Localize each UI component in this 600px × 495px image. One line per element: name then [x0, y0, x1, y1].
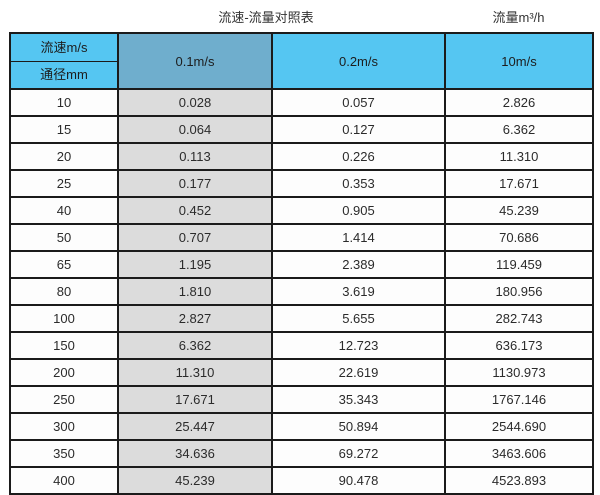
table-header: 流速m/s 通径mm 0.1m/s 0.2m/s 10m/s	[9, 32, 594, 90]
titlebar: 流速-流量对照表 流量m³/h	[0, 0, 600, 32]
speed-header-10: 10m/s	[444, 32, 594, 90]
flow-value-cell: 0.905	[271, 196, 446, 225]
flow-value-cell: 0.177	[117, 169, 273, 198]
flow-value-cell: 11.310	[117, 358, 273, 387]
flow-value-cell: 34.636	[117, 439, 273, 468]
table-row: 200 11.310 22.619 1130.973	[9, 358, 594, 387]
corner-diameter-label: 通径mm	[40, 66, 88, 82]
flow-value-cell: 3.619	[271, 277, 446, 306]
flow-value-cell: 2.389	[271, 250, 446, 279]
flow-unit-label: 流量m³/h	[492, 10, 545, 25]
flow-value-cell: 50.894	[271, 412, 446, 441]
diameter-cell: 50	[9, 223, 119, 252]
flow-value-cell: 17.671	[444, 169, 594, 198]
table-row: 10 0.028 0.057 2.826	[9, 88, 594, 117]
flow-value-cell: 0.226	[271, 142, 446, 171]
flow-value-cell: 2.827	[117, 304, 273, 333]
flow-value-cell: 17.671	[117, 385, 273, 414]
table-row: 80 1.810 3.619 180.956	[9, 277, 594, 306]
diameter-cell: 400	[9, 466, 119, 495]
table-row: 65 1.195 2.389 119.459	[9, 250, 594, 279]
table-row: 250 17.671 35.343 1767.146	[9, 385, 594, 414]
speed-header-0-2: 0.2m/s	[271, 32, 446, 90]
flow-value-cell: 0.057	[271, 88, 446, 117]
table-row: 20 0.113 0.226 11.310	[9, 142, 594, 171]
diameter-cell: 150	[9, 331, 119, 360]
diameter-cell: 20	[9, 142, 119, 171]
flow-value-cell: 12.723	[271, 331, 446, 360]
table-row: 100 2.827 5.655 282.743	[9, 304, 594, 333]
flow-value-cell: 636.173	[444, 331, 594, 360]
flow-value-cell: 180.956	[444, 277, 594, 306]
flow-value-cell: 45.239	[444, 196, 594, 225]
flow-value-cell: 69.272	[271, 439, 446, 468]
diameter-cell: 300	[9, 412, 119, 441]
table-row: 50 0.707 1.414 70.686	[9, 223, 594, 252]
table-row: 350 34.636 69.272 3463.606	[9, 439, 594, 468]
flow-value-cell: 2544.690	[444, 412, 594, 441]
flow-value-cell: 70.686	[444, 223, 594, 252]
flow-value-cell: 22.619	[271, 358, 446, 387]
flow-value-cell: 35.343	[271, 385, 446, 414]
flow-value-cell: 6.362	[117, 331, 273, 360]
flow-value-cell: 0.353	[271, 169, 446, 198]
flow-value-cell: 0.127	[271, 115, 446, 144]
flow-value-cell: 25.447	[117, 412, 273, 441]
flow-value-cell: 119.459	[444, 250, 594, 279]
diameter-cell: 65	[9, 250, 119, 279]
table-row: 400 45.239 90.478 4523.893	[9, 466, 594, 495]
diameter-cell: 200	[9, 358, 119, 387]
table-title: 流速-流量对照表	[218, 10, 314, 25]
flow-value-cell: 0.113	[117, 142, 273, 171]
flow-value-cell: 1.414	[271, 223, 446, 252]
flow-value-cell: 3463.606	[444, 439, 594, 468]
flow-rate-table: 流速m/s 通径mm 0.1m/s 0.2m/s 10m/s 10 0.028 0.…	[9, 32, 594, 495]
diameter-cell: 10	[9, 88, 119, 117]
corner-header-cell: 流速m/s 通径mm	[9, 32, 119, 90]
header-row: 流速m/s 通径mm 0.1m/s 0.2m/s 10m/s	[9, 32, 594, 90]
flow-value-cell: 90.478	[271, 466, 446, 495]
table-body: 10 0.028 0.057 2.826 15 0.064 0.127 6.362 20 0.11…	[9, 88, 594, 495]
flow-value-cell: 0.028	[117, 88, 273, 117]
diameter-cell: 100	[9, 304, 119, 333]
table-row: 15 0.064 0.127 6.362	[9, 115, 594, 144]
flow-value-cell: 0.452	[117, 196, 273, 225]
diameter-cell: 15	[9, 115, 119, 144]
flow-value-cell: 2.826	[444, 88, 594, 117]
flow-value-cell: 45.239	[117, 466, 273, 495]
flow-value-cell: 5.655	[271, 304, 446, 333]
speed-header-0-1: 0.1m/s	[117, 32, 273, 90]
flow-value-cell: 1.810	[117, 277, 273, 306]
table-row: 25 0.177 0.353 17.671	[9, 169, 594, 198]
table-row: 40 0.452 0.905 45.239	[9, 196, 594, 225]
diameter-cell: 80	[9, 277, 119, 306]
flow-value-cell: 6.362	[444, 115, 594, 144]
diameter-cell: 25	[9, 169, 119, 198]
corner-velocity-label: 流速m/s	[11, 35, 117, 62]
table-row: 150 6.362 12.723 636.173	[9, 331, 594, 360]
flow-value-cell: 1767.146	[444, 385, 594, 414]
flow-value-cell: 11.310	[444, 142, 594, 171]
flow-value-cell: 0.707	[117, 223, 273, 252]
table-row: 300 25.447 50.894 2544.690	[9, 412, 594, 441]
flow-value-cell: 4523.893	[444, 466, 594, 495]
diameter-cell: 40	[9, 196, 119, 225]
diameter-cell: 250	[9, 385, 119, 414]
flow-value-cell: 1.195	[117, 250, 273, 279]
diameter-cell: 350	[9, 439, 119, 468]
flow-value-cell: 1130.973	[444, 358, 594, 387]
flow-value-cell: 282.743	[444, 304, 594, 333]
flow-value-cell: 0.064	[117, 115, 273, 144]
